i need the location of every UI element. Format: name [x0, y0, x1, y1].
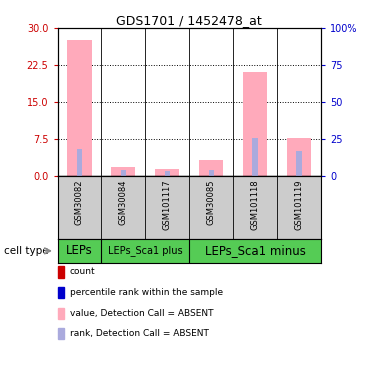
Text: LEPs_Sca1 plus: LEPs_Sca1 plus [108, 245, 183, 256]
Text: GSM30085: GSM30085 [207, 179, 216, 225]
Bar [155, 169, 179, 176]
Bar [121, 170, 126, 176]
Bar [68, 40, 92, 176]
Text: percentile rank within the sample: percentile rank within the sample [70, 288, 223, 297]
Bar [252, 138, 258, 176]
Bar [111, 167, 135, 176]
Text: count: count [70, 267, 95, 276]
Bar [287, 138, 311, 176]
Text: rank, Detection Call = ABSENT: rank, Detection Call = ABSENT [70, 329, 209, 338]
Bar [165, 171, 170, 176]
Bar [243, 72, 267, 176]
Bar [199, 160, 223, 176]
Text: GSM101118: GSM101118 [250, 179, 260, 230]
Bar [209, 170, 214, 176]
Bar [296, 151, 302, 176]
Text: LEPs: LEPs [66, 244, 93, 257]
Text: LEPs_Sca1 minus: LEPs_Sca1 minus [205, 244, 305, 257]
Text: GSM30084: GSM30084 [119, 179, 128, 225]
Text: GSM101119: GSM101119 [295, 179, 303, 230]
Text: GSM101117: GSM101117 [163, 179, 172, 230]
Bar [77, 149, 82, 176]
Text: value, Detection Call = ABSENT: value, Detection Call = ABSENT [70, 309, 213, 318]
Title: GDS1701 / 1452478_at: GDS1701 / 1452478_at [116, 14, 262, 27]
Text: cell type: cell type [4, 246, 48, 256]
Text: GSM30082: GSM30082 [75, 179, 84, 225]
